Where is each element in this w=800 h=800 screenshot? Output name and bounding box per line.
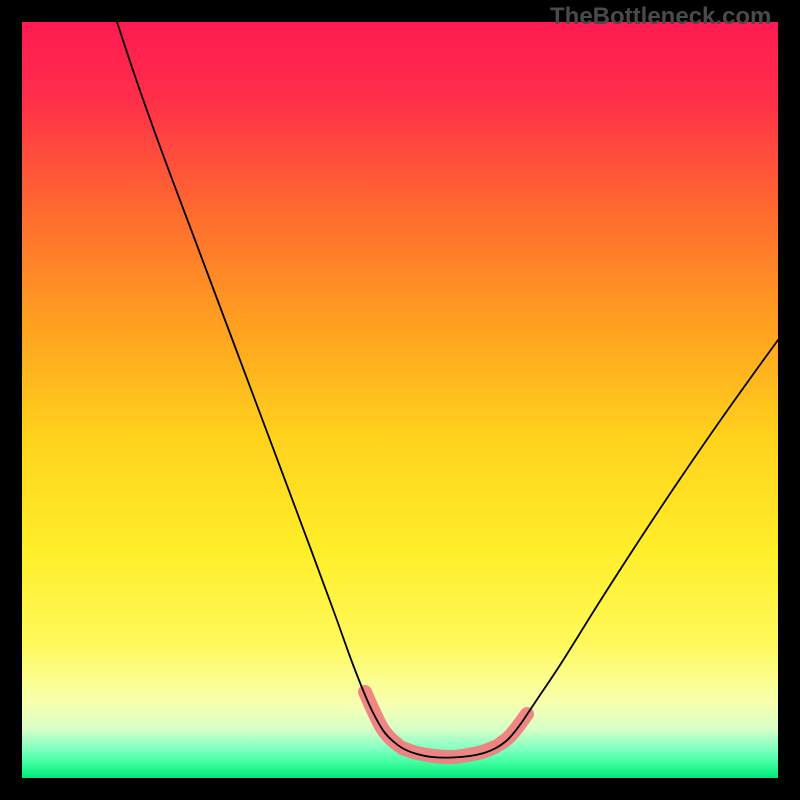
gradient-background (22, 22, 778, 778)
watermark-text: TheBottleneck.com (550, 3, 771, 31)
